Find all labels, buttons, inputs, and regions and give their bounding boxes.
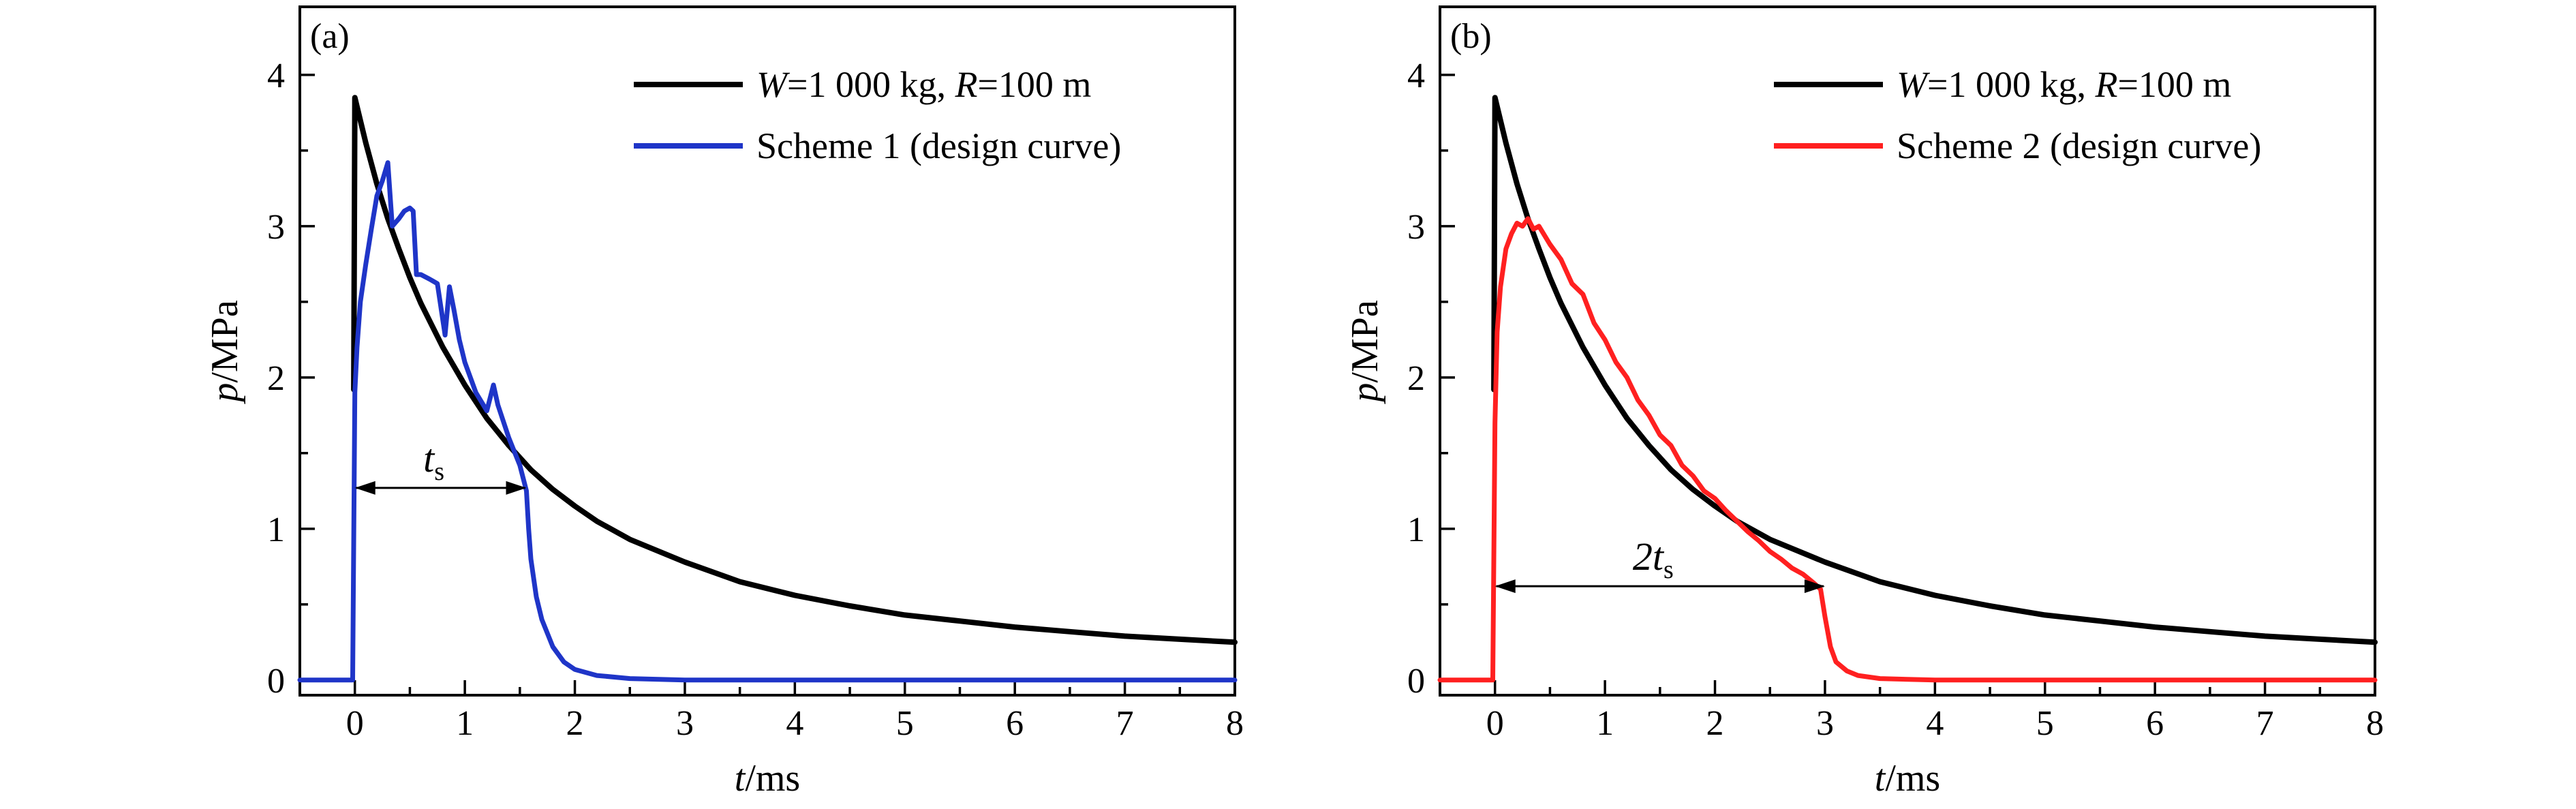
x-tick-label: 5 [896,704,914,743]
annotation-main: 2t [1633,534,1665,579]
x-tick-label: 8 [2366,704,2384,743]
x-axis-title: t/ms [1875,757,1940,799]
x-tick-label: 4 [1926,704,1944,743]
axis-ticks: 0 1 2 3 4 5 6 7 8 0 1 2 3 4 [1407,57,2384,743]
x-tick-label: 3 [676,704,694,743]
y-tick-label: 3 [1407,208,1425,247]
y-tick-label: 2 [1407,359,1425,398]
annotation-arrowhead-left [354,480,375,495]
plot-area-frame [1439,5,2376,697]
duration-annotation: 2ts [1494,534,1825,594]
y-tick-label: 0 [267,662,285,701]
x-tick-label: 8 [1226,704,1244,743]
x-tick-label: 3 [1816,704,1834,743]
legend-label-reference: W=1 000 kg, R=100 m [756,64,1091,105]
annotation-label: ts [423,436,444,486]
series-layer [1437,95,2378,683]
annotation-arrowhead-left [1494,579,1516,594]
plot-area-frame [298,5,1236,697]
x-tick-label: 5 [2036,704,2054,743]
series-line-reference [1491,95,2378,645]
annotation-subscript: s [434,457,444,486]
legend-label-reference: W=1 000 kg, R=100 m [1897,64,2231,105]
annotation-subscript: s [1663,555,1674,584]
y-tick-label: 4 [1407,57,1425,95]
y-tick-label: 0 [1407,662,1425,701]
x-tick-label: 7 [2256,704,2274,743]
x-tick-label: 6 [1006,704,1024,743]
x-tick-label: 7 [1116,704,1134,743]
x-tick-label: 0 [1486,704,1504,743]
series-line-reference [351,95,1238,645]
x-axis-title: t/ms [735,757,800,799]
panel-b: (b) 0 1 2 3 4 5 6 7 8 0 1 2 3 4 2ts W=1 000 kg, R=100… [1344,5,2384,799]
series-line-scheme [297,160,1238,683]
annotation-label: 2ts [1633,534,1674,584]
legend-label-scheme: Scheme 2 (design curve) [1897,125,2261,166]
axis-ticks: 0 1 2 3 4 5 6 7 8 0 1 2 3 4 [267,57,1244,743]
panel-label: (b) [1450,17,1492,56]
y-axis-title: p/MPa [204,300,246,404]
series-layer [297,95,1238,683]
y-tick-label: 2 [267,359,285,398]
legend-label-scheme: Scheme 1 (design curve) [756,125,1121,166]
y-tick-label: 1 [267,510,285,549]
x-tick-label: 4 [786,704,803,743]
x-tick-label: 0 [346,704,364,743]
x-tick-label: 2 [1706,704,1724,743]
y-axis-title: p/MPa [1344,300,1386,404]
y-tick-label: 3 [267,208,285,247]
annotation-arrowhead-right [506,480,527,495]
annotation-arrowhead-right [1804,579,1825,594]
series-line-scheme [1437,216,2378,683]
x-tick-label: 1 [1596,704,1614,743]
annotation-main: t [423,436,435,480]
panel-label: (a) [310,17,350,56]
y-tick-label: 1 [1407,510,1425,549]
x-tick-label: 1 [456,704,474,743]
panel-a: (a) 0 1 2 3 4 5 6 7 8 0 1 2 3 4 ts W=1 000 kg, R=100 … [204,5,1244,799]
duration-annotation: ts [354,436,527,495]
x-tick-label: 6 [2146,704,2164,743]
x-tick-label: 2 [566,704,584,743]
y-tick-label: 4 [267,57,285,95]
